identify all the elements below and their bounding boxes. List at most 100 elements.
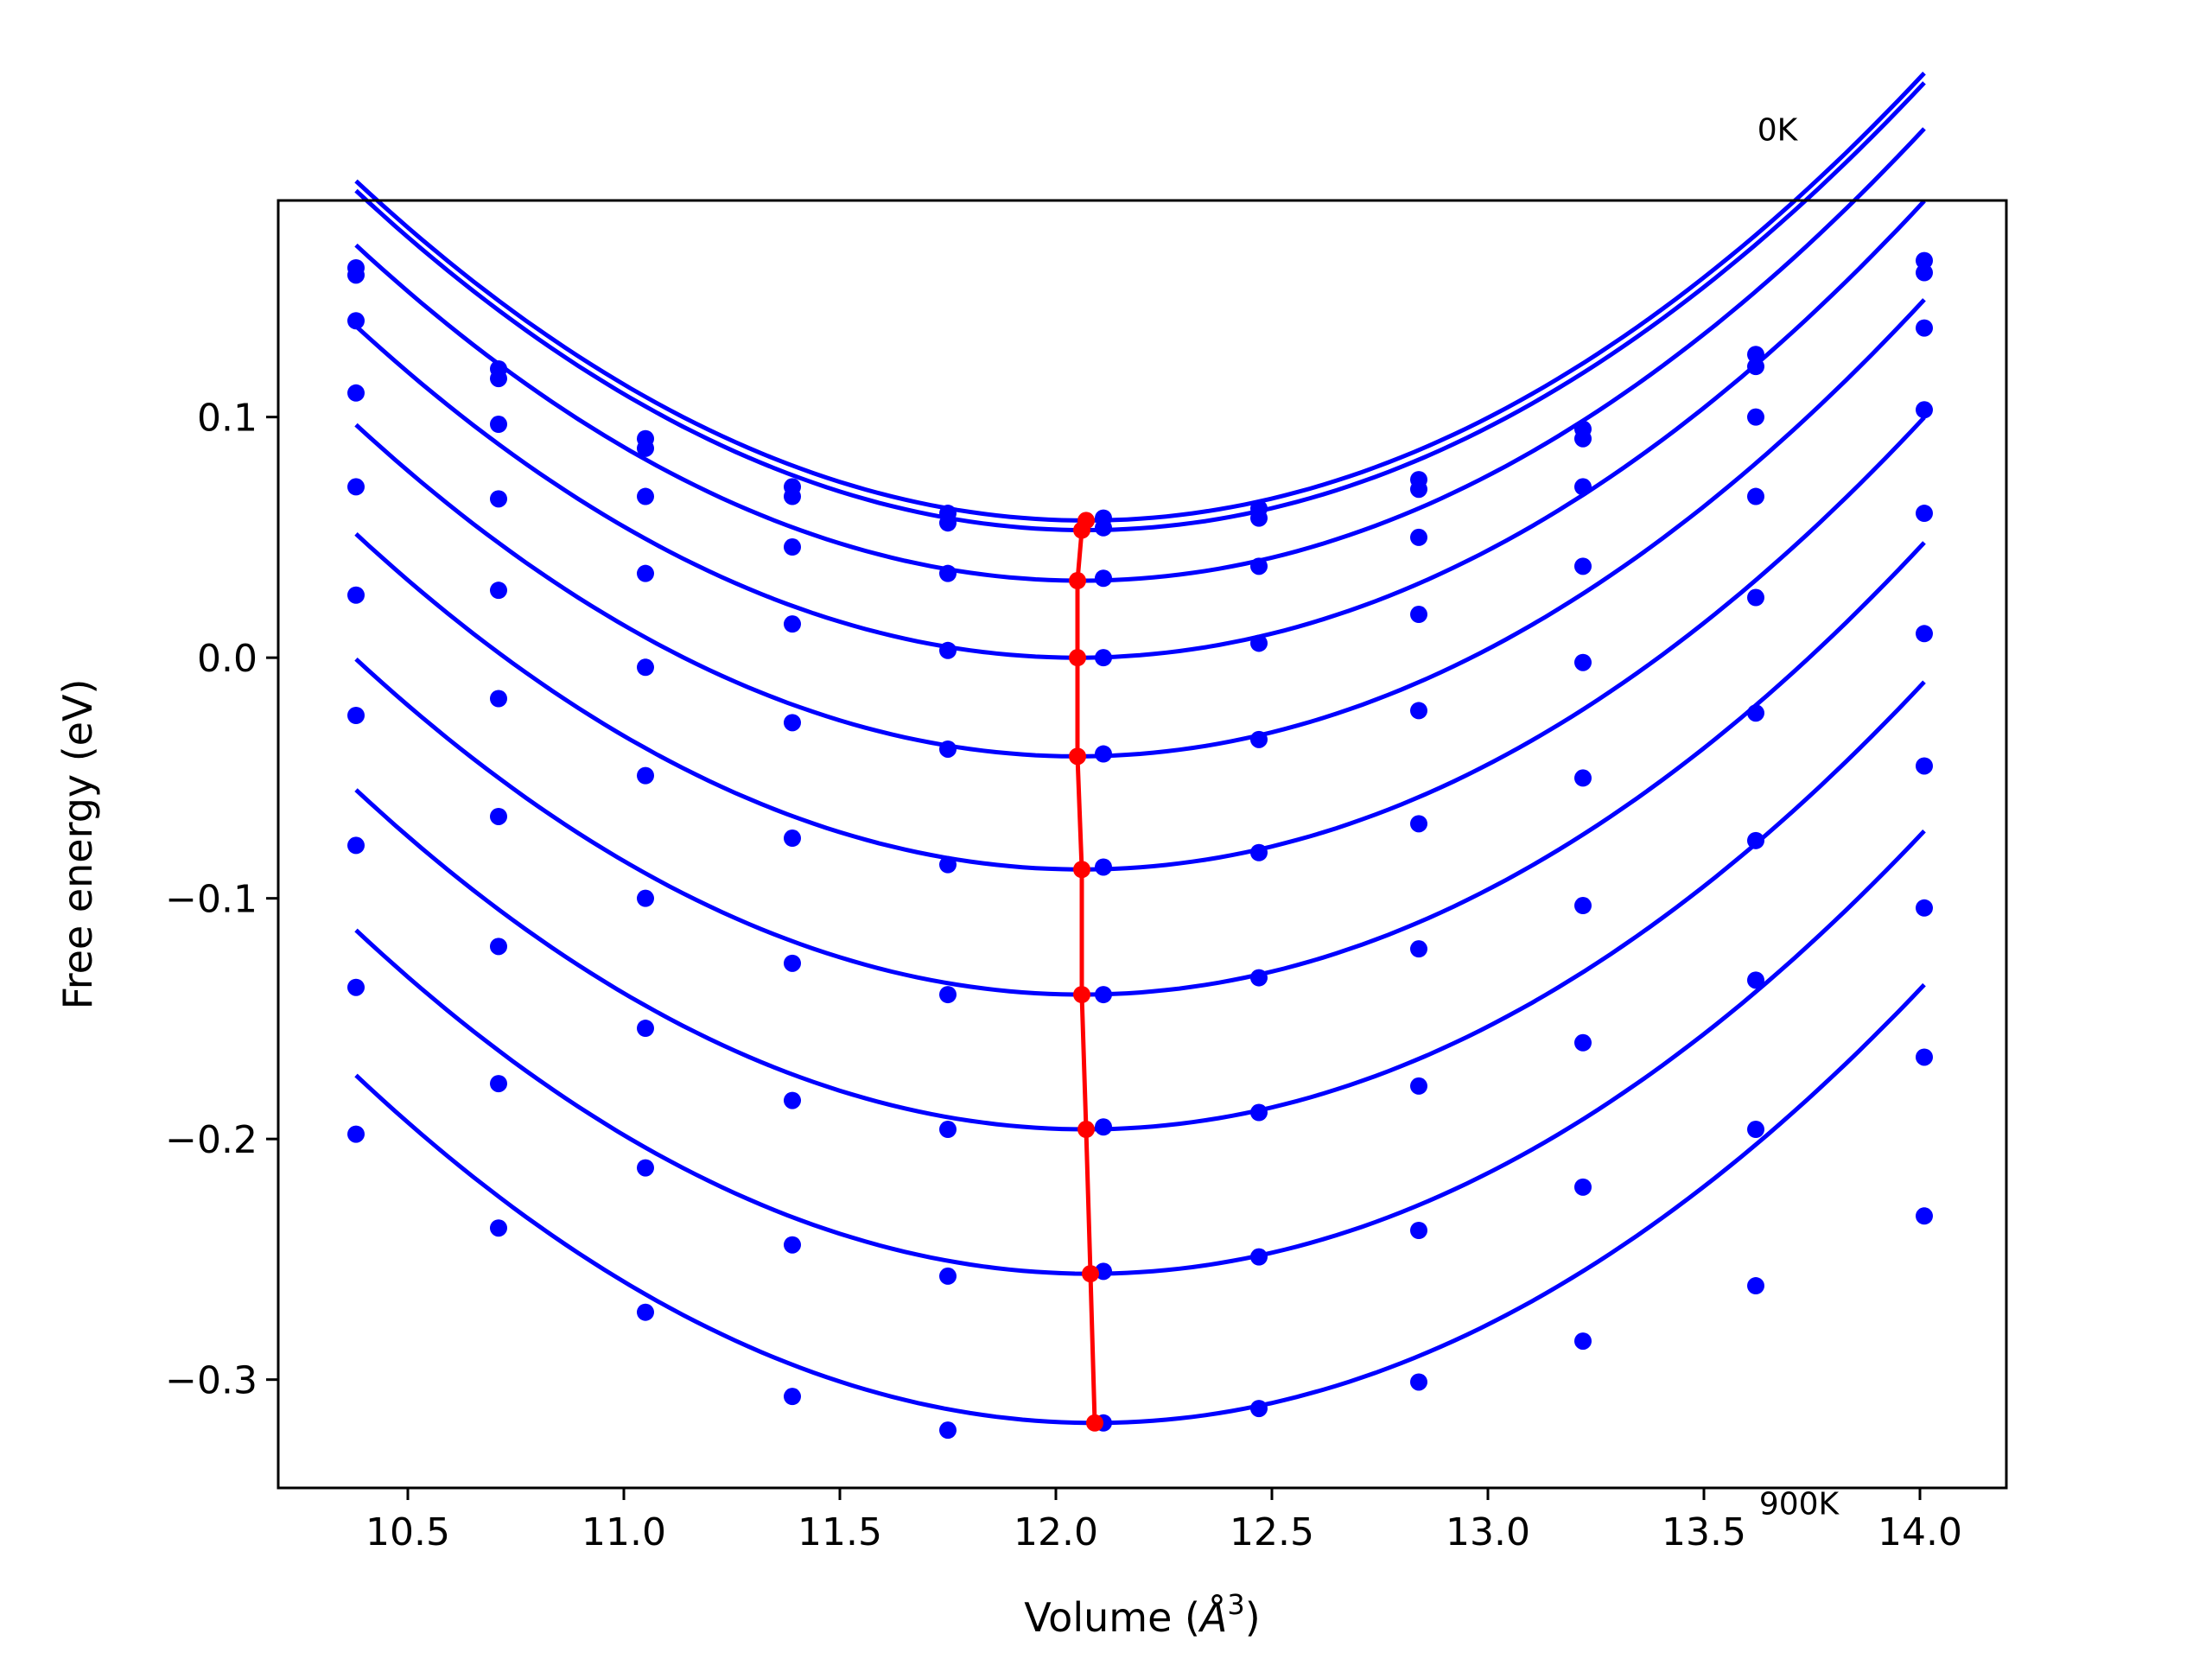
- data-point: [1095, 518, 1112, 537]
- y-tick-label: −0.3: [165, 1359, 257, 1403]
- data-point: [1410, 815, 1427, 833]
- x-tick-label: 13.5: [1662, 1510, 1746, 1554]
- data-point: [347, 836, 365, 855]
- data-point: [347, 978, 365, 996]
- y-axis-ticks: 0.1 0.0 −0.1 −0.2 −0.3: [165, 397, 278, 1403]
- data-point: [1250, 509, 1268, 527]
- y-tick-label: −0.2: [165, 1118, 257, 1162]
- data-point: [490, 807, 507, 825]
- data-point: [939, 740, 957, 758]
- data-point: [637, 766, 654, 785]
- data-point: [784, 1388, 801, 1406]
- data-point: [490, 582, 507, 600]
- plot-frame: [276, 199, 2008, 1490]
- x-tick-label: 10.5: [365, 1510, 450, 1554]
- data-point: [347, 707, 365, 724]
- data-point: [1410, 528, 1427, 546]
- data-point: [939, 641, 957, 659]
- data-point: [637, 439, 654, 457]
- data-point: [637, 1303, 654, 1321]
- data-point: [1410, 1373, 1427, 1391]
- data-point: [347, 478, 365, 496]
- data-point: [637, 1020, 654, 1038]
- minimum-point: [1086, 1414, 1103, 1432]
- y-tick-label: 0.0: [197, 637, 257, 681]
- data-point: [1410, 702, 1427, 720]
- data-point: [1095, 745, 1112, 763]
- annotation-label: 0K: [1758, 112, 1799, 148]
- fit-curve-7: [354, 680, 1926, 1132]
- data-point: [1574, 653, 1592, 671]
- data-point: [1747, 487, 1764, 505]
- annotation-label: 900K: [1759, 1487, 1840, 1522]
- data-point: [1916, 251, 1933, 270]
- data-point: [347, 384, 365, 402]
- minimum-point: [1073, 521, 1090, 539]
- fit-curve-6: [354, 541, 1926, 997]
- y-tick-label: 0.1: [197, 397, 257, 441]
- data-point: [784, 1236, 801, 1254]
- data-point: [637, 658, 654, 677]
- data-point: [1250, 1400, 1268, 1418]
- series-layer: [347, 71, 1933, 1440]
- data-point: [1095, 649, 1112, 667]
- data-point: [1574, 429, 1592, 448]
- fit-curve-2: [354, 127, 1926, 583]
- data-point: [1916, 899, 1933, 917]
- data-point: [490, 690, 507, 708]
- data-point: [1916, 1207, 1933, 1225]
- x-axis-ticks: 10.5 11.0 11.5 12.0 12.5 13.0 13.5 14.0: [365, 1488, 1962, 1554]
- data-point: [1250, 843, 1268, 861]
- fit-curve-3: [354, 199, 1926, 660]
- data-point: [1410, 940, 1427, 958]
- data-point: [347, 312, 365, 330]
- data-point: [1095, 1262, 1112, 1281]
- data-point: [939, 855, 957, 874]
- data-point: [1574, 1178, 1592, 1196]
- data-point: [939, 564, 957, 582]
- data-point: [1916, 401, 1933, 419]
- minima-layer: [1069, 512, 1103, 1432]
- data-point: [1250, 1103, 1268, 1122]
- data-point: [1916, 1048, 1933, 1066]
- x-tick-label: 11.5: [798, 1510, 882, 1554]
- data-point: [1095, 858, 1112, 876]
- y-tick-label: −0.1: [165, 878, 257, 922]
- data-point: [637, 564, 654, 582]
- minimum-point: [1073, 861, 1090, 879]
- data-point: [1574, 1033, 1592, 1052]
- x-tick-label: 12.5: [1230, 1510, 1314, 1554]
- fit-curve-0: [354, 71, 1926, 523]
- y-axis-label: Free energy (eV): [54, 679, 101, 1010]
- fit-curve-4: [354, 298, 1926, 759]
- data-point: [1574, 769, 1592, 787]
- fit-curve-5: [354, 416, 1926, 872]
- data-point: [1747, 588, 1764, 607]
- data-point: [1916, 319, 1933, 337]
- data-point: [1095, 986, 1112, 1004]
- data-point: [1574, 1332, 1592, 1351]
- fit-curve-8: [354, 829, 1926, 1276]
- data-point: [347, 266, 365, 284]
- data-point: [490, 1219, 507, 1237]
- x-tick-label: 11.0: [582, 1510, 666, 1554]
- data-point: [784, 1091, 801, 1109]
- data-point: [637, 487, 654, 505]
- data-point: [490, 1075, 507, 1093]
- data-point: [939, 1121, 957, 1139]
- data-point: [490, 370, 507, 388]
- x-tick-label: 14.0: [1878, 1510, 1962, 1554]
- data-point: [1574, 557, 1592, 575]
- data-point: [1916, 757, 1933, 775]
- data-point: [490, 490, 507, 508]
- annotations: 0K 900K: [1758, 112, 1840, 1522]
- data-point: [1250, 557, 1268, 575]
- data-point: [1916, 505, 1933, 523]
- data-point: [1574, 897, 1592, 915]
- data-point: [490, 938, 507, 956]
- data-point: [1250, 1248, 1268, 1266]
- data-point: [1250, 969, 1268, 987]
- minimum-point: [1073, 986, 1090, 1004]
- minima-line: [1075, 519, 1097, 1423]
